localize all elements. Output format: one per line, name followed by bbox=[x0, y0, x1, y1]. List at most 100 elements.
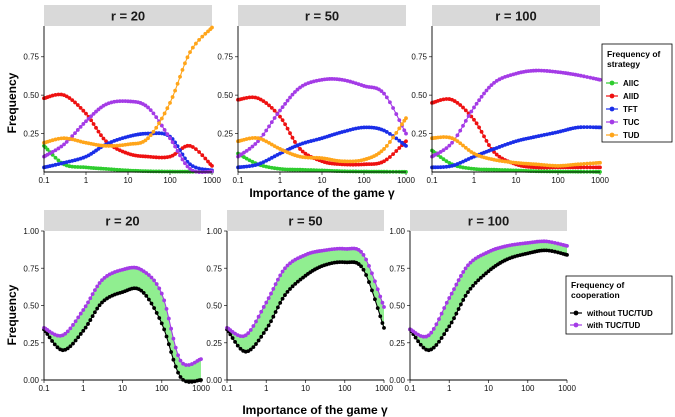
data-point-tft bbox=[269, 155, 274, 160]
data-point-tuc bbox=[487, 85, 491, 90]
data-point-alld bbox=[461, 105, 465, 110]
data-point-alld bbox=[250, 95, 255, 100]
data-point-allc bbox=[441, 157, 446, 162]
data-point-without-tuc-tud bbox=[290, 284, 295, 289]
data-point-with-tuc-tud bbox=[285, 263, 290, 268]
y-tick-label: 0.00 bbox=[206, 376, 222, 385]
data-point-without-tuc-tud bbox=[373, 297, 377, 302]
data-point-with-tuc-tud bbox=[65, 329, 70, 334]
cooperation-legend-title: Frequency of cooperation bbox=[571, 280, 625, 300]
data-point-tuc bbox=[450, 140, 454, 145]
legend-item-with-tuc-tud: with TUC/TUD bbox=[570, 321, 641, 330]
data-point-without-tuc-tud bbox=[162, 327, 167, 332]
y-tick-label: 0.50 bbox=[23, 302, 39, 311]
data-point-alld bbox=[157, 155, 161, 160]
y-tick-label: 0.75 bbox=[206, 264, 222, 273]
data-point-tuc bbox=[438, 150, 443, 154]
data-point-alld bbox=[492, 150, 496, 154]
data-point-without-tuc-tud bbox=[444, 328, 449, 333]
data-point-without-tuc-tud bbox=[95, 306, 100, 311]
data-point-allc bbox=[120, 168, 125, 173]
data-point-tft bbox=[250, 163, 255, 168]
data-point-tuc bbox=[492, 80, 496, 85]
cooperation-legend-box bbox=[565, 275, 673, 335]
data-point-allc bbox=[461, 165, 465, 170]
data-point-alld bbox=[500, 156, 505, 161]
data-point-tud bbox=[264, 139, 269, 144]
data-point-alld bbox=[482, 134, 486, 139]
data-point-without-tuc-tud bbox=[159, 321, 164, 326]
x-tick-label: 10 bbox=[484, 384, 493, 393]
data-point-tuc bbox=[84, 119, 88, 124]
data-point-alld bbox=[474, 121, 479, 126]
data-point-alld bbox=[67, 96, 72, 100]
data-point-tud bbox=[170, 95, 175, 99]
data-point-with-tuc-tud bbox=[259, 309, 264, 314]
data-point-allc bbox=[298, 167, 302, 172]
data-point-without-tuc-tud bbox=[171, 357, 176, 362]
data-point-without-tuc-tud bbox=[288, 287, 292, 291]
data-point-without-tuc-tud bbox=[370, 288, 374, 293]
data-point-without-tuc-tud bbox=[553, 249, 557, 254]
data-point-allc bbox=[505, 168, 510, 173]
x-tick-label: 100 bbox=[338, 384, 352, 393]
top-panel-1-strip bbox=[44, 5, 212, 26]
x-tick-label: 1000 bbox=[375, 384, 393, 393]
legend-marker bbox=[573, 322, 579, 328]
data-point-with-tuc-tud bbox=[149, 275, 154, 280]
data-point-allc bbox=[300, 167, 305, 172]
data-point-alld bbox=[247, 95, 252, 100]
data-point-without-tuc-tud bbox=[83, 325, 88, 330]
strategy-legend-items: AllC AllD TFT TUC TUD bbox=[606, 79, 640, 140]
data-point-alld bbox=[203, 156, 208, 161]
x-tick-label: 0.1 bbox=[38, 384, 50, 393]
data-point-tuc bbox=[272, 116, 277, 120]
data-point-tft bbox=[382, 128, 386, 133]
legend-item-tuc: TUC bbox=[606, 118, 640, 127]
data-point-allc bbox=[314, 168, 319, 173]
data-point-tft bbox=[436, 165, 440, 170]
data-point-with-tuc-tud bbox=[434, 322, 439, 327]
data-point-tft bbox=[190, 164, 195, 169]
data-point-alld bbox=[394, 149, 399, 153]
data-point-tud bbox=[314, 155, 319, 160]
series-with-tuc-tud bbox=[42, 265, 203, 367]
data-point-tft bbox=[50, 163, 55, 168]
data-point-with-tuc-tud bbox=[181, 361, 186, 366]
data-point-tuc bbox=[244, 148, 249, 153]
series-tuc bbox=[430, 68, 602, 159]
data-point-with-tuc-tud bbox=[447, 296, 452, 300]
data-point-with-tuc-tud bbox=[88, 296, 93, 301]
data-point-tud bbox=[159, 116, 164, 121]
legend-label: TFT bbox=[623, 105, 638, 114]
y-tick-label: 0.00 bbox=[389, 376, 405, 385]
data-point-tft bbox=[244, 164, 249, 169]
data-point-alld bbox=[484, 138, 489, 143]
data-point-tuc bbox=[285, 98, 290, 103]
data-point-with-tuc-tud bbox=[278, 273, 283, 278]
data-point-tud bbox=[50, 138, 55, 143]
data-point-tud bbox=[190, 45, 195, 50]
data-point-without-tuc-tud bbox=[100, 300, 104, 305]
x-tick-label: 0.1 bbox=[426, 176, 438, 185]
data-point-alld bbox=[441, 97, 446, 102]
strategy-legend-title-line-2: strategy bbox=[607, 59, 640, 69]
data-point-alld bbox=[303, 151, 308, 156]
series-without-tuc-tud bbox=[225, 260, 386, 354]
bottom-panel-3: r = 100 0.00 0.25 0.50 0.75 1.00 0.1 1 10 100 1000 bbox=[389, 210, 576, 393]
data-point-alld bbox=[388, 155, 392, 159]
data-point-tud bbox=[503, 159, 507, 164]
data-point-alld bbox=[70, 98, 75, 102]
data-point-with-tuc-tud bbox=[254, 319, 258, 324]
data-point-tud bbox=[165, 106, 170, 111]
data-point-tud bbox=[115, 143, 119, 148]
x-tick-label: 100 bbox=[155, 384, 169, 393]
data-point-tft bbox=[441, 165, 446, 169]
data-point-with-tuc-tud bbox=[380, 300, 385, 305]
data-point-without-tuc-tud bbox=[47, 335, 52, 340]
data-point-with-tuc-tud bbox=[442, 306, 447, 310]
data-point-tuc bbox=[447, 143, 452, 148]
data-point-alld bbox=[497, 154, 502, 159]
data-point-without-tuc-tud bbox=[164, 334, 169, 339]
data-point-tud bbox=[56, 136, 61, 141]
